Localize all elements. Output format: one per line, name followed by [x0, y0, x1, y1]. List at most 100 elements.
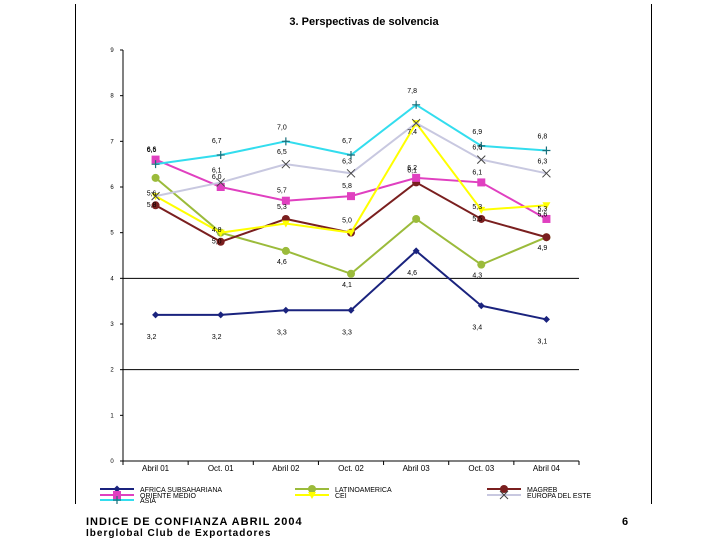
data-label-magreb: 4,8 [212, 227, 222, 234]
data-label-oriente-medio: 6,0 [212, 174, 222, 181]
data-point-africa-subsahariana [217, 311, 225, 319]
x-tick-label: Abril 04 [533, 464, 561, 473]
data-label-magreb: 5,3 [277, 204, 287, 211]
legend-item-latinoamerica: LATINOAMERICA [295, 485, 392, 494]
data-label-africa-subsahariana: 3,4 [472, 325, 482, 332]
data-label-europa-del-este: 6,6 [472, 145, 482, 152]
y-tick-label: 7 [110, 139, 114, 145]
series-africa-subsahariana [152, 247, 550, 323]
legend-swatch-marker [113, 491, 121, 499]
data-point-cei [216, 229, 225, 237]
legend-label: EUROPA DEL ESTE [527, 493, 592, 500]
data-label-europa-del-este: 6,1 [212, 167, 222, 174]
data-point-oriente-medio [216, 183, 225, 191]
data-point-europa-del-este [346, 168, 356, 178]
data-label-magreb: 5,6 [147, 190, 157, 197]
data-label-magreb: 5,0 [342, 218, 352, 225]
data-point-cei [281, 220, 290, 228]
series-oriente-medio [151, 155, 551, 223]
data-point-magreb [151, 201, 160, 210]
data-label-latinoamerica: 4,9 [538, 245, 548, 252]
data-point-latinoamerica [347, 269, 355, 278]
series-europa-del-este [151, 118, 551, 201]
right-border-line [651, 4, 652, 504]
legend-item-oriente-medio: ORIENTE MEDIO [100, 491, 197, 500]
data-label-oriente-medio: 6,6 [147, 147, 157, 154]
data-point-africa-subsahariana [347, 306, 355, 314]
legend-swatch-marker [500, 485, 508, 493]
legend-item-africa-subsahariana: AFRICA SUBSAHARIANA [100, 485, 222, 494]
chart-title: 3. Perspectivas de solvencia [289, 16, 439, 28]
legend-item-asia: ASIA [100, 496, 156, 505]
data-point-magreb [216, 237, 225, 246]
data-label-africa-subsahariana: 3,2 [212, 334, 222, 341]
data-point-latinoamerica [281, 246, 290, 255]
legend-label: CEI [335, 493, 347, 500]
data-point-oriente-medio [412, 173, 421, 182]
data-label-latinoamerica: 4,3 [472, 273, 482, 280]
y-tick-label: 3 [110, 322, 114, 328]
data-point-magreb [542, 233, 551, 242]
x-tick-label: Oct. 01 [208, 464, 234, 473]
data-label-latinoamerica: 4,1 [342, 282, 352, 289]
data-point-asia [347, 151, 355, 160]
data-label-africa-subsahariana: 3,2 [147, 334, 157, 341]
data-point-oriente-medio [151, 155, 160, 164]
x-tick-label: Abril 03 [403, 464, 431, 473]
data-point-asia [281, 137, 290, 146]
data-label-cei: 7,4 [407, 129, 417, 136]
footer-report-title: INDICE DE CONFIANZA ABRIL 2004 [86, 516, 303, 528]
legend-swatch-marker [113, 496, 121, 504]
y-tick-label: 2 [110, 368, 114, 374]
data-point-oriente-medio [347, 192, 355, 201]
data-point-europa-del-este [281, 159, 291, 169]
data-point-africa-subsahariana [152, 311, 160, 319]
legend-swatch-marker [308, 485, 316, 493]
data-point-oriente-medio [477, 178, 486, 187]
data-label-africa-subsahariana: 3,3 [277, 329, 287, 336]
data-label-oriente-medio: 5,3 [538, 206, 548, 213]
y-tick-label: 1 [110, 413, 114, 419]
y-tick-label: 4 [110, 276, 114, 282]
legend-label: AFRICA SUBSAHARIANA [140, 487, 222, 494]
data-label-europa-del-este: 6,5 [277, 149, 287, 156]
series-asia [151, 100, 551, 169]
data-point-europa-del-este [151, 191, 160, 201]
data-label-asia: 6,7 [342, 138, 352, 145]
data-label-latinoamerica: 4,6 [277, 259, 287, 266]
legend-swatch-marker [499, 490, 509, 500]
data-label-asia: 7,8 [407, 88, 417, 95]
data-label-europa-del-este: 6,3 [538, 158, 548, 165]
data-label-africa-subsahariana: 3,1 [538, 338, 548, 345]
data-point-latinoamerica [477, 260, 486, 269]
data-label-cei: 5,6 [538, 211, 548, 218]
page-number: 6 [622, 516, 629, 528]
data-label-asia: 6,9 [472, 129, 482, 136]
x-tick-label: Oct. 02 [338, 464, 364, 473]
data-point-magreb [477, 214, 486, 223]
x-tick-label: Abril 01 [142, 464, 170, 473]
data-label-asia: 7,0 [277, 124, 287, 131]
data-point-africa-subsahariana [412, 247, 420, 255]
data-point-asia [542, 146, 551, 155]
y-tick-label: 0 [110, 459, 114, 465]
y-tick-label: 5 [110, 231, 114, 237]
data-point-africa-subsahariana [542, 315, 550, 323]
data-label-africa-subsahariana: 4,6 [407, 270, 417, 277]
data-point-europa-del-este [542, 168, 551, 178]
data-point-europa-del-este [411, 118, 421, 128]
y-tick-label: 9 [110, 48, 114, 54]
data-label-oriente-medio: 5,8 [342, 183, 352, 190]
legend-swatch-marker [308, 492, 316, 499]
x-tick-label: Abril 02 [272, 464, 300, 473]
legend-item-cei: CEI [295, 492, 347, 500]
data-label-cei: 5,0 [212, 239, 222, 246]
data-point-cei [477, 206, 486, 214]
legend-label: LATINOAMERICA [335, 487, 392, 494]
data-label-asia: 6,8 [538, 133, 548, 140]
legend-item-magreb: MAGREB [487, 485, 558, 494]
data-label-magreb: 5,3 [472, 204, 482, 211]
data-label-oriente-medio: 5,7 [277, 188, 287, 195]
data-label-africa-subsahariana: 3,3 [342, 329, 352, 336]
data-point-europa-del-este [216, 178, 226, 187]
